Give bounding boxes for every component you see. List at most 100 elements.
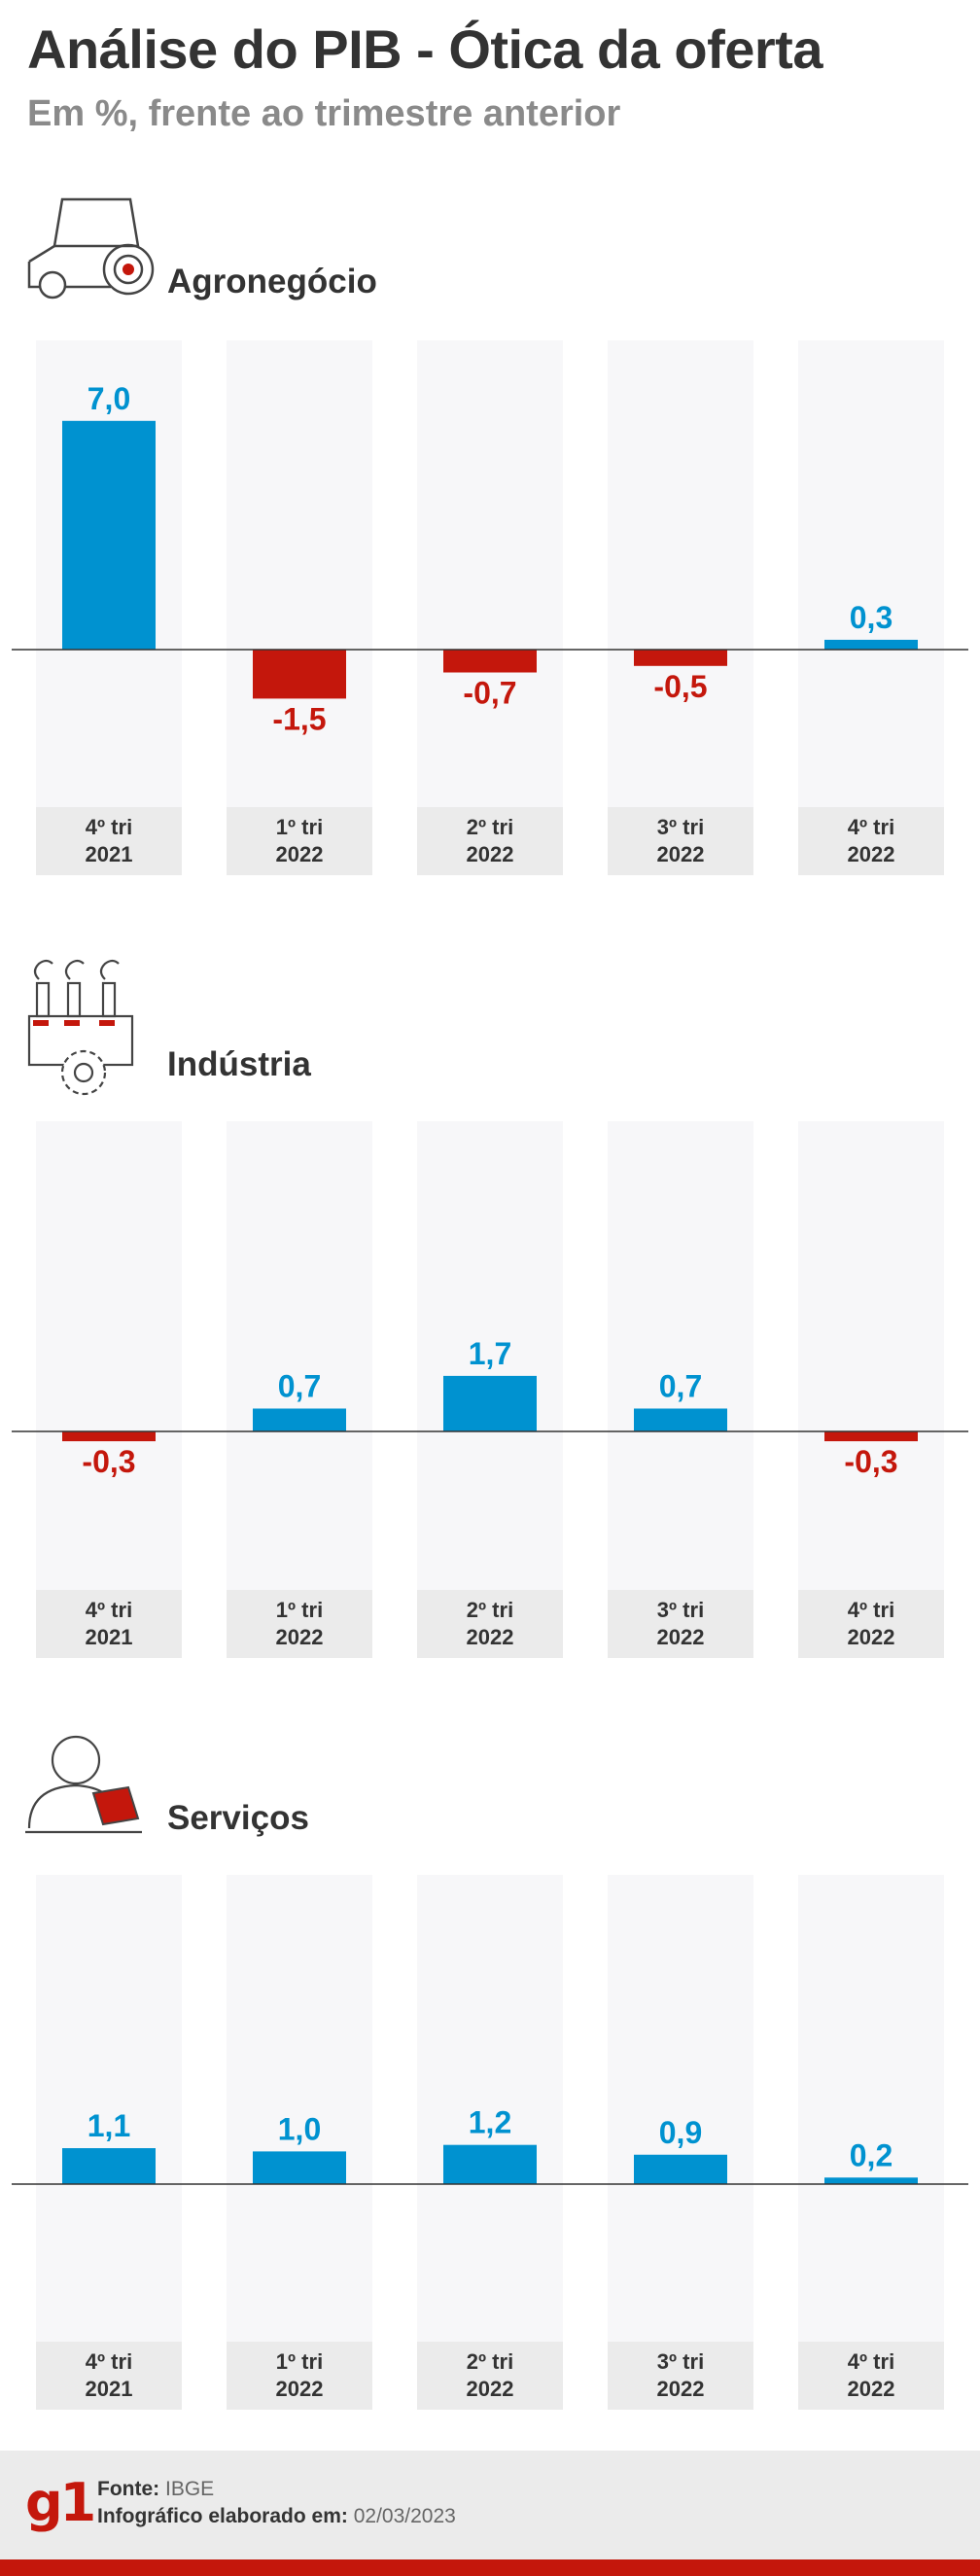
chart-agronegocio: 4º tri 2021 7,0 1º tri 2022 -1,5 2º tri 2022 -0,… xyxy=(12,340,968,875)
bar-value-label: 0,7 xyxy=(659,1368,702,1403)
category-label-quarter: 2º tri xyxy=(467,2349,513,2374)
bar xyxy=(634,2154,727,2184)
category-label-box xyxy=(608,2342,753,2410)
tractor-icon xyxy=(27,197,155,300)
date-label: Infográfico elaborado em: xyxy=(97,2505,348,2527)
column-background xyxy=(227,1121,372,1590)
category-label-quarter: 4º tri xyxy=(86,1598,132,1622)
bar-value-label: 1,7 xyxy=(469,1336,511,1371)
column-background xyxy=(227,1875,372,2342)
footer-bar xyxy=(0,2559,980,2576)
column-background xyxy=(798,1875,944,2342)
column-background xyxy=(608,1875,753,2342)
category-label-box xyxy=(608,1590,753,1658)
section-title-industria: Indústria xyxy=(167,1045,311,1083)
section-title-agronegocio: Agronegócio xyxy=(167,263,377,300)
category-label-year: 2022 xyxy=(467,1625,514,1649)
category-label-year: 2022 xyxy=(848,1625,895,1649)
category-label-quarter: 4º tri xyxy=(848,1598,894,1622)
category-label-box xyxy=(227,2342,372,2410)
category-label-box xyxy=(798,807,944,875)
bar xyxy=(634,650,727,666)
bar-value-label: 1,1 xyxy=(88,2108,130,2143)
category-label-box xyxy=(227,807,372,875)
bar-value-label: -0,7 xyxy=(463,676,516,711)
category-label-box xyxy=(36,807,182,875)
category-label-year: 2022 xyxy=(276,842,324,866)
category-label-quarter: 4º tri xyxy=(86,815,132,839)
category-label-box xyxy=(608,807,753,875)
category-label-year: 2022 xyxy=(276,1625,324,1649)
section-servicos: Serviços 4º tri 2021 1,1 1º tri 2022 1,0 2º tr… xyxy=(0,1731,980,2431)
bar-value-label: 0,2 xyxy=(850,2137,892,2172)
category-label-quarter: 3º tri xyxy=(657,1598,704,1622)
section-title-servicos: Serviços xyxy=(167,1799,309,1837)
category-label-box xyxy=(36,1590,182,1658)
date-value: 02/03/2023 xyxy=(353,2505,456,2527)
bar xyxy=(824,1431,918,1442)
category-label-year: 2022 xyxy=(467,842,514,866)
bar xyxy=(253,2151,346,2184)
source-line: Fonte: IBGE xyxy=(97,2478,214,2501)
category-label-year: 2022 xyxy=(848,842,895,866)
bar xyxy=(253,1408,346,1431)
bar-value-label: 0,3 xyxy=(850,600,892,635)
bar xyxy=(824,2177,918,2184)
bar-value-label: -1,5 xyxy=(272,701,326,736)
bar xyxy=(62,420,156,650)
chart-industria: 4º tri 2021 -0,3 1º tri 2022 0,7 2º tri 2022 1,7… xyxy=(12,1121,968,1658)
bar xyxy=(62,2148,156,2184)
category-label-year: 2022 xyxy=(467,2377,514,2401)
section-agronegocio: Agronegócio 4º tri 2021 7,0 1º tri 2022 -1,5 2… xyxy=(0,190,980,880)
bar-value-label: -0,3 xyxy=(844,1444,897,1479)
bar xyxy=(443,2144,537,2184)
bar-value-label: 0,9 xyxy=(659,2115,702,2150)
column-background xyxy=(36,1121,182,1590)
category-label-year: 2022 xyxy=(657,1625,705,1649)
category-label-year: 2022 xyxy=(276,2377,324,2401)
date-line: Infográfico elaborado em: 02/03/2023 xyxy=(97,2505,456,2528)
bar xyxy=(253,650,346,699)
g1-logo: g1 xyxy=(25,2472,96,2533)
bar-value-label: 1,2 xyxy=(469,2105,511,2140)
page-subtitle: Em %, frente ao trimestre anterior xyxy=(27,93,621,134)
category-label-quarter: 4º tri xyxy=(848,815,894,839)
category-label-quarter: 4º tri xyxy=(848,2349,894,2374)
category-label-quarter: 1º tri xyxy=(276,1598,323,1622)
bar-value-label: 0,7 xyxy=(278,1368,321,1403)
bar xyxy=(824,639,918,650)
column-background xyxy=(36,1875,182,2342)
bar-value-label: 7,0 xyxy=(88,381,130,416)
category-label-quarter: 2º tri xyxy=(467,815,513,839)
category-label-box xyxy=(417,807,563,875)
category-label-box xyxy=(227,1590,372,1658)
bar-value-label: -0,3 xyxy=(82,1444,135,1479)
bar xyxy=(443,650,537,673)
bar-value-label: -0,5 xyxy=(653,669,707,704)
source-value: IBGE xyxy=(165,2478,215,2500)
column-background xyxy=(608,1121,753,1590)
column-background xyxy=(417,1121,563,1590)
category-label-year: 2022 xyxy=(657,2377,705,2401)
bar xyxy=(634,1408,727,1431)
chart-servicos: 4º tri 2021 1,1 1º tri 2022 1,0 2º tri 2022 1,2 3… xyxy=(12,1875,968,2410)
footer: g1 Fonte: IBGE Infográfico elaborado em:… xyxy=(0,2451,980,2559)
category-label-box xyxy=(417,1590,563,1658)
category-label-box xyxy=(798,2342,944,2410)
bar xyxy=(62,1431,156,1442)
column-background xyxy=(417,1875,563,2342)
section-industria: Indústria 4º tri 2021 -0,3 1º tri 2022 0,7 2º … xyxy=(0,958,980,1658)
category-label-quarter: 3º tri xyxy=(657,2349,704,2374)
factory-gear-icon xyxy=(27,959,134,1096)
bar xyxy=(443,1375,537,1431)
category-label-year: 2021 xyxy=(86,842,133,866)
category-label-quarter: 1º tri xyxy=(276,2349,323,2374)
column-background xyxy=(798,1121,944,1590)
column-background xyxy=(227,340,372,807)
category-label-quarter: 2º tri xyxy=(467,1598,513,1622)
category-label-box xyxy=(798,1590,944,1658)
category-label-year: 2021 xyxy=(86,1625,133,1649)
column-background xyxy=(608,340,753,807)
category-label-year: 2021 xyxy=(86,2377,133,2401)
bar-value-label: 1,0 xyxy=(278,2111,321,2146)
